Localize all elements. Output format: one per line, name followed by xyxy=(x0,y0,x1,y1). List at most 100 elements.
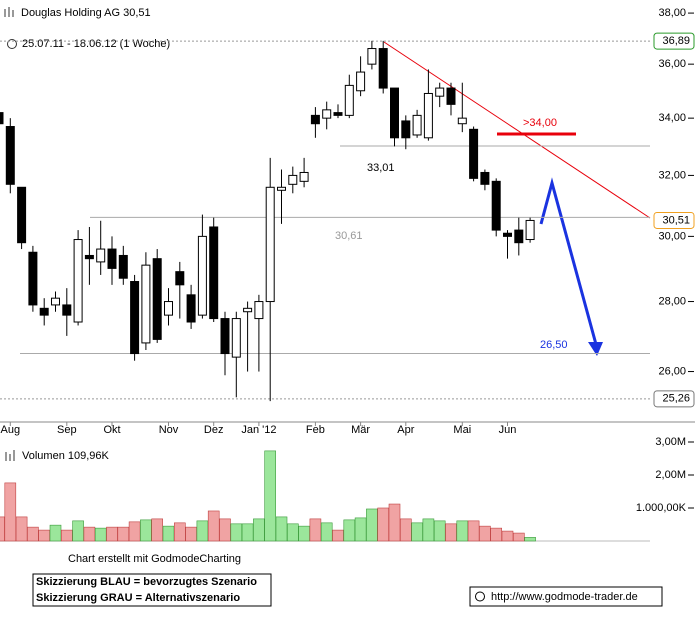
level-label: 33,01 xyxy=(367,162,395,174)
candle-body xyxy=(231,318,241,358)
volume-bar xyxy=(445,523,457,542)
candle-body xyxy=(39,307,49,316)
volume-bar xyxy=(479,525,491,542)
candle-body xyxy=(322,109,332,119)
candle-body xyxy=(333,112,343,116)
y-tick-label: 38,00 xyxy=(658,7,686,19)
candle-body xyxy=(277,186,286,191)
candle-body xyxy=(412,114,422,136)
volume-bar xyxy=(94,527,107,542)
candle-body xyxy=(73,239,83,323)
y-tick-label: 26,00 xyxy=(658,365,686,377)
title-icon xyxy=(4,7,14,17)
candle-body xyxy=(51,297,60,306)
x-tick-label: Nov xyxy=(159,424,179,436)
candle-body xyxy=(423,92,433,139)
candle-body xyxy=(401,120,411,139)
candle-body xyxy=(265,186,275,303)
candle-body xyxy=(446,87,456,105)
scenario-arrow xyxy=(539,177,599,349)
candle-body xyxy=(469,128,479,179)
candle-body xyxy=(390,87,399,139)
marker-box xyxy=(653,32,695,50)
candle-body xyxy=(378,48,388,89)
volume-bar xyxy=(174,522,186,542)
volume-bar xyxy=(196,520,209,542)
volume-bar xyxy=(60,529,73,542)
candle-body xyxy=(457,117,467,125)
volume-bar xyxy=(253,518,265,542)
candle-body xyxy=(503,232,512,237)
y-tick-label: 32,00 xyxy=(658,169,686,181)
chart-subtitle: 25.07.11 - 18.06.12 (1 Woche) xyxy=(22,38,170,50)
volume-bar xyxy=(162,525,175,542)
annotation: >34,00 xyxy=(523,117,557,129)
y-tick-label: 30,00 xyxy=(658,230,686,242)
x-tick-label: Dez xyxy=(204,424,224,436)
volume-bar xyxy=(83,526,96,542)
candle-body xyxy=(310,114,320,125)
candle-body xyxy=(344,84,354,116)
candle-body xyxy=(175,271,185,286)
x-tick-label: Feb xyxy=(306,424,325,436)
volume-bar xyxy=(241,523,254,542)
candle-body xyxy=(28,251,38,306)
volume-bar xyxy=(185,526,197,542)
candle-body xyxy=(130,281,140,355)
x-tick-label: Jun xyxy=(499,424,517,436)
volume-bar xyxy=(264,450,277,542)
volume-title: Volumen 109,96K xyxy=(22,450,110,462)
note: Skizzierung BLAU = bevorzugtes Szenario xyxy=(36,576,257,588)
copyright-icon xyxy=(475,591,485,602)
volume-bar xyxy=(4,482,17,542)
candle-body xyxy=(0,112,4,125)
volume-tick-label: 1.000,00K xyxy=(636,502,687,514)
arrow-head xyxy=(588,342,603,356)
candle-body xyxy=(96,248,106,263)
candle-body xyxy=(299,171,309,182)
volume-bar xyxy=(27,526,39,542)
volume-icon xyxy=(5,450,15,461)
candle-body xyxy=(107,248,117,269)
candle-body xyxy=(17,186,27,244)
volume-bar xyxy=(207,510,220,542)
x-tick-label: Mär xyxy=(351,424,370,436)
volume-bar xyxy=(106,526,118,542)
candle-body xyxy=(220,318,230,355)
candle-body xyxy=(197,235,207,316)
volume-bar xyxy=(128,521,141,542)
volume-tick-label: 2,00M xyxy=(655,469,686,481)
note: Skizzierung GRAU = Alternativszenario xyxy=(36,592,240,604)
credit: Chart erstellt mit GodmodeCharting xyxy=(68,553,241,565)
volume-bar xyxy=(524,537,536,542)
x-tick-label: Sep xyxy=(57,424,77,436)
marker-box xyxy=(653,390,695,408)
volume-bar xyxy=(422,518,435,542)
volume-bar xyxy=(72,520,84,542)
candle-body xyxy=(243,307,253,313)
x-tick-label: Jan '12 xyxy=(241,424,276,436)
x-tick-label: Okt xyxy=(103,424,120,436)
volume-bar xyxy=(275,516,288,542)
candle-body xyxy=(164,301,173,316)
volume-bar xyxy=(512,532,525,542)
volume-bar xyxy=(15,516,28,542)
volume-bar xyxy=(377,507,390,542)
url-box xyxy=(469,586,663,607)
volume-bar xyxy=(309,518,322,542)
volume-bar xyxy=(151,518,163,542)
marker-label: 30,51 xyxy=(662,214,690,226)
candle-body xyxy=(480,171,490,185)
volume-bar xyxy=(219,518,231,542)
clock-icon xyxy=(7,39,17,49)
candle-body xyxy=(118,254,128,279)
candle-body xyxy=(288,174,298,185)
marker-label: 25,26 xyxy=(662,393,690,405)
candle-body xyxy=(435,87,445,97)
volume-bar xyxy=(343,519,356,542)
volume-bar xyxy=(456,520,469,542)
volume-bar xyxy=(298,525,310,542)
volume-bar xyxy=(501,530,514,542)
volume-bar xyxy=(399,518,412,542)
